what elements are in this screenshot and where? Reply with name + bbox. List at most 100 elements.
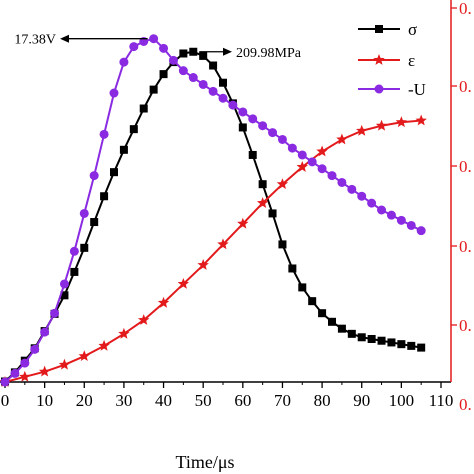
- data-point: [208, 86, 218, 96]
- data-point: [98, 339, 110, 351]
- data-point: [297, 150, 307, 160]
- data-point: [407, 341, 416, 350]
- data-point: [337, 324, 346, 333]
- data-point: [228, 100, 238, 110]
- data-point: [258, 121, 268, 131]
- data-point: [118, 327, 130, 339]
- data-point: [58, 358, 71, 370]
- data-point: [217, 238, 229, 250]
- data-point: [367, 198, 377, 208]
- data-point: [119, 145, 128, 154]
- legend-marker: [374, 84, 384, 94]
- annotation-label: 209.98MPa: [236, 46, 302, 61]
- data-point: [209, 61, 218, 70]
- data-point: [10, 368, 20, 378]
- data-point: [100, 192, 109, 201]
- x-tick-label: 40: [155, 391, 172, 410]
- legend-marker: [375, 25, 383, 33]
- legend-entry: σ: [358, 20, 417, 39]
- data-point: [336, 133, 348, 145]
- data-point: [69, 246, 79, 256]
- right-tick-label: 0.: [459, 395, 472, 414]
- data-point: [50, 308, 60, 318]
- data-point: [177, 277, 190, 289]
- data-point: [218, 93, 228, 103]
- data-point: [316, 145, 328, 157]
- data-point: [416, 226, 426, 236]
- data-point: [278, 240, 287, 249]
- data-point: [277, 134, 287, 144]
- data-point: [238, 107, 248, 117]
- data-point: [149, 34, 159, 44]
- x-tick-label: 20: [76, 391, 93, 410]
- series-line: [4, 50, 422, 383]
- annotation-layer: 17.38V 209.98MPa: [14, 33, 301, 61]
- data-point: [415, 114, 427, 126]
- data-point: [356, 124, 368, 136]
- data-point: [139, 104, 148, 113]
- legend-label: σ: [408, 20, 417, 39]
- data-point: [60, 291, 69, 300]
- data-point: [248, 114, 258, 124]
- data-point: [119, 57, 129, 67]
- data-point: [298, 283, 307, 292]
- data-point: [237, 217, 249, 229]
- right-tick-label: 0.: [459, 157, 472, 176]
- data-point: [199, 51, 208, 60]
- right-tick-label: 0.: [459, 237, 472, 256]
- data-point: [178, 66, 188, 76]
- annotation-label: 17.38V: [14, 33, 56, 48]
- data-point: [347, 184, 357, 194]
- data-point: [20, 358, 30, 368]
- data-point: [406, 220, 416, 230]
- data-point: [258, 180, 267, 189]
- x-tick-label: 80: [314, 391, 331, 410]
- x-tick-label: 60: [234, 391, 251, 410]
- data-point: [417, 343, 426, 352]
- data-point: [276, 178, 289, 190]
- data-point: [138, 314, 150, 325]
- data-point: [256, 197, 269, 208]
- x-tick-label: 70: [274, 391, 291, 410]
- data-point: [99, 129, 109, 139]
- legend-label: ε: [408, 51, 415, 70]
- data-point: [109, 88, 119, 98]
- series-1: [1, 47, 426, 386]
- data-point: [30, 344, 40, 354]
- data-point: [367, 335, 376, 343]
- series-2: [0, 114, 427, 387]
- data-point: [159, 43, 169, 53]
- annotation: 17.38V: [14, 33, 148, 48]
- data-point: [219, 78, 227, 87]
- data-point: [79, 208, 89, 218]
- data-point: [197, 259, 209, 270]
- data-point: [318, 309, 327, 318]
- data-point: [238, 123, 247, 132]
- x-tick-label: 10: [36, 391, 53, 410]
- data-point: [386, 210, 396, 220]
- data-point: [327, 171, 337, 181]
- data-point: [19, 370, 31, 382]
- data-point: [129, 42, 139, 52]
- data-point: [377, 205, 387, 215]
- x-tick-label: 0: [1, 391, 10, 410]
- right-axis-ticks: 0. 0. 0. 0. 0. 0.: [451, 0, 472, 414]
- data-point: [179, 49, 188, 58]
- data-point: [387, 338, 396, 347]
- data-point: [248, 150, 257, 159]
- data-point: [307, 157, 317, 167]
- data-point: [357, 191, 367, 201]
- data-point: [397, 340, 406, 349]
- data-point: [198, 79, 208, 89]
- data-point: [328, 317, 336, 326]
- right-tick-label: 0.: [459, 316, 472, 335]
- x-axis-title: Time/μs: [175, 452, 234, 472]
- data-point: [375, 119, 388, 131]
- data-point: [287, 143, 297, 153]
- data-point: [80, 243, 89, 252]
- data-point: [288, 264, 297, 273]
- data-point: [347, 329, 356, 338]
- legend-marker: [373, 54, 385, 65]
- data-point: [189, 47, 198, 56]
